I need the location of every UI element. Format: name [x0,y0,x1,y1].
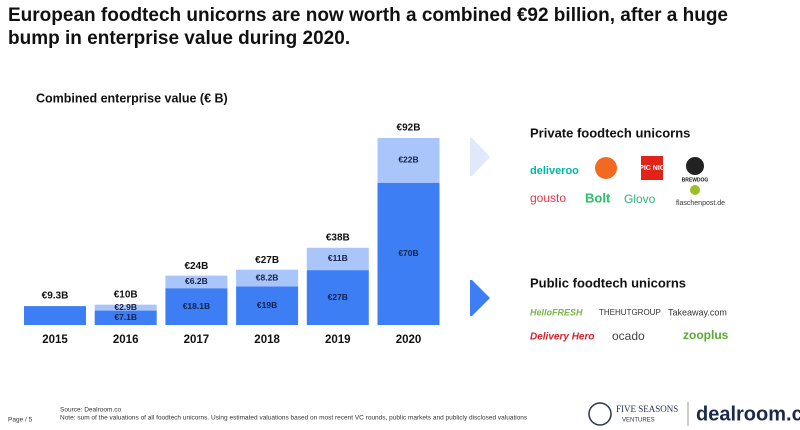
logo: Bolt [585,190,611,205]
page-number: Page / 5 [8,417,33,424]
logo: zooplus [683,328,729,342]
logo: BREWDOG [682,177,709,183]
bar-segment [306,270,369,325]
value-label: €6.2B [185,276,208,286]
x-tick-label: 2016 [113,334,139,346]
chart-title: Combined enterprise value (€ B) [36,91,228,105]
legend-public: Public foodtech unicorns [530,275,686,290]
value-label: €70B [398,248,418,258]
logo: deliveroo [530,165,579,177]
bar-segment [94,304,157,311]
public-arrow [470,280,490,316]
logo: PIC NIC [639,165,665,172]
value-label: €8.2B [256,272,279,282]
bar-segment [377,138,440,183]
legend-private: Private foodtech unicorns [530,125,690,140]
fsv-logo-sub: VENTURES [622,418,655,424]
bar-segment [94,310,157,325]
bar-segment [165,275,228,289]
slide-title: European foodtech unicorns are now worth… [8,5,728,49]
total-label: €9.3B [42,291,69,302]
bar-segment [306,247,369,271]
logo: Glovo [624,192,656,206]
fsv-logo: FIVE SEASONS [616,404,678,414]
logo-bg [686,157,704,175]
logo-bg [641,156,663,180]
value-label: €11B [328,253,348,263]
brand: dealroom.co [696,403,800,425]
value-label: €22B [398,155,418,165]
bar-segment [236,286,299,325]
fsv-emblem [588,402,612,426]
logo-bg [690,185,700,195]
total-label: €27B [255,255,279,266]
total-label: €10B [114,289,138,300]
value-label: €2.9B [114,302,137,312]
source: Source: Dealroom.co [60,407,121,414]
x-tick-label: 2020 [396,334,422,346]
logo: ocado [612,329,645,343]
x-tick-label: 2018 [254,334,280,346]
value-label: €18.1B [183,301,210,311]
x-tick-label: 2019 [325,334,351,346]
logo: flaschenpost.de [676,200,725,207]
value-label: €27B [328,292,348,302]
value-label: €19B [257,300,277,310]
x-tick-label: 2015 [42,334,68,346]
total-label: €24B [184,261,208,272]
value-label: €7.1B [114,312,137,322]
logo: Delivery Hero [530,332,594,343]
total-label: €92B [397,123,421,134]
logo: HelloFRESH [530,307,583,317]
bar-segment [165,288,228,325]
note: Note: sum of the valuations of all foodt… [60,415,528,422]
total-label: €38B [326,232,350,243]
bar-segment [377,182,440,325]
bar-chart: €9.3B 2015 €7.1B€2.9B €10B 2016 €18.1B €6.2B €2… [24,123,440,346]
bar-segment [24,306,86,325]
logo: THEHUTGROUP [599,308,661,317]
logo: gousto [530,191,566,205]
logo: Takeaway.com [668,307,727,317]
private-arrow [470,138,490,176]
bar-segment [236,269,299,287]
x-tick-label: 2017 [184,334,210,346]
logo [595,157,617,179]
